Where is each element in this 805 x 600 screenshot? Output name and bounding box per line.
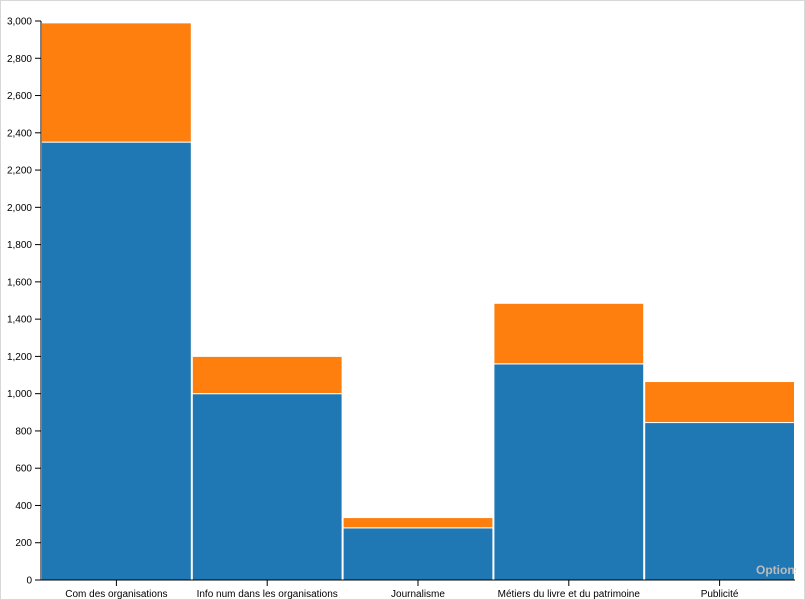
bar-segment-1-2[interactable] — [191, 393, 343, 581]
y-tick-label: 800 — [15, 426, 32, 437]
y-tick-label: 1,200 — [7, 352, 32, 363]
bar-segment-1-5[interactable] — [644, 422, 796, 581]
bar-segment-2-5[interactable] — [644, 381, 796, 424]
x-tick-label: Métiers du livre et du patrimoine — [498, 589, 641, 599]
y-tick-label: 600 — [15, 464, 32, 475]
x-tick-label: Publicité — [701, 589, 739, 599]
y-tick-label: 200 — [15, 538, 32, 549]
bar-segment-1-3[interactable] — [342, 527, 494, 581]
y-tick-label: 1,600 — [7, 277, 32, 288]
y-tick-label: 2,600 — [7, 91, 32, 102]
y-tick-label: 0 — [26, 576, 32, 587]
bars-layer — [41, 22, 796, 581]
y-tick-label: 1,000 — [7, 389, 32, 400]
x-tick-label: Journalisme — [391, 589, 445, 599]
bar-segment-2-2[interactable] — [191, 355, 343, 395]
y-tick-label: 2,400 — [7, 128, 32, 139]
y-tick-label: 2,000 — [7, 203, 32, 214]
y-tick-label: 2,800 — [7, 54, 32, 65]
y-axis: 0 200 400 600 800 1,000 1,200 1,400 1,600 1,800 2,… — [7, 17, 42, 587]
y-tick-label: 1,800 — [7, 240, 32, 251]
x-tick-label: Info num dans les organisations — [197, 589, 338, 599]
y-tick-label: 1,400 — [7, 315, 32, 326]
bar-segment-2-3[interactable] — [342, 517, 494, 529]
y-tick-label: 3,000 — [7, 17, 32, 28]
options-link[interactable]: Options — [756, 563, 796, 577]
x-tick-label: Com des organisations — [65, 589, 167, 599]
y-tick-label: 2,200 — [7, 166, 32, 177]
x-axis: Com des organisations Info num dans les o… — [41, 579, 795, 599]
bar-segment-1-1[interactable] — [41, 141, 192, 581]
y-tick-label: 400 — [15, 501, 32, 512]
bar-segment-2-1[interactable] — [41, 22, 192, 143]
bar-segment-1-4[interactable] — [493, 363, 645, 581]
bar-segment-2-4[interactable] — [493, 302, 645, 365]
